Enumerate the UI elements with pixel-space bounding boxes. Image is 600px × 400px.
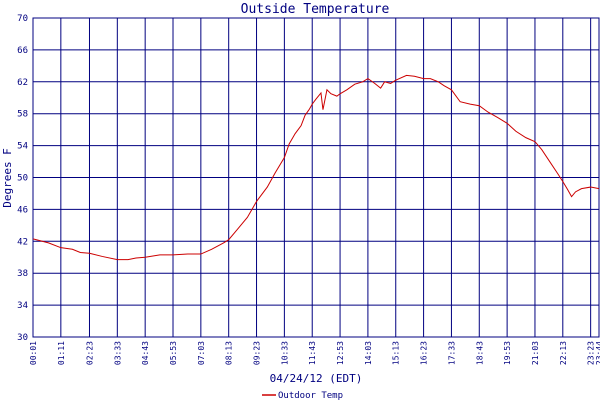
x-tick-label: 17:33 xyxy=(447,341,456,365)
y-axis-label: Degrees F xyxy=(1,148,14,208)
y-tick-label: 30 xyxy=(17,333,28,343)
y-tick-label: 38 xyxy=(17,269,28,279)
x-tick-label: 12:53 xyxy=(336,341,345,365)
y-tick-label: 34 xyxy=(17,301,28,311)
x-tick-label: 02:23 xyxy=(85,341,94,365)
chart-title: Outside Temperature xyxy=(241,2,390,17)
x-tick-label: 14:03 xyxy=(364,341,373,365)
x-tick-label: 21:03 xyxy=(531,341,540,365)
y-tick-label: 58 xyxy=(17,110,28,120)
x-tick-label: 22:13 xyxy=(559,341,568,365)
legend-label: Outdoor Temp xyxy=(278,391,343,400)
series-line-outdoor-temp xyxy=(32,74,600,261)
x-tick-label: 04:43 xyxy=(141,341,150,365)
x-tick-label: 03:33 xyxy=(113,341,122,365)
x-tick-label: 10:33 xyxy=(280,341,289,365)
y-tick-label: 46 xyxy=(17,205,28,215)
y-tick-label: 50 xyxy=(17,174,28,184)
x-tick-label: 00:01 xyxy=(29,341,38,365)
legend: Outdoor Temp xyxy=(262,391,343,400)
plot-frame xyxy=(32,17,600,338)
y-tick-labels: 30 34 38 42 46 50 54 58 62 66 70 xyxy=(17,14,28,343)
grid-lines xyxy=(32,17,600,338)
x-tick-label: 08:13 xyxy=(225,341,234,365)
x-tick-label: 07:03 xyxy=(197,341,206,365)
x-tick-label: 09:23 xyxy=(253,341,262,365)
x-tick-label: 23:44 xyxy=(595,341,600,365)
x-tick-label: 19:53 xyxy=(503,341,512,365)
x-tick-label: 05:53 xyxy=(169,341,178,365)
x-tick-label: 01:11 xyxy=(57,341,66,365)
y-tick-label: 42 xyxy=(17,237,28,247)
x-tick-label: 15:13 xyxy=(392,341,401,365)
x-tick-labels: 00:01 01:11 02:23 03:33 04:43 05:53 07:03 08:13… xyxy=(29,341,600,365)
x-tick-label: 23:23 xyxy=(587,341,596,365)
y-tick-label: 54 xyxy=(17,142,28,152)
x-tick-label: 18:43 xyxy=(475,341,484,365)
x-axis-label: 04/24/12 (EDT) xyxy=(270,372,363,385)
x-tick-label: 16:23 xyxy=(420,341,429,365)
y-tick-label: 70 xyxy=(17,14,28,24)
x-tick-label: 11:43 xyxy=(308,341,317,365)
y-tick-label: 62 xyxy=(17,78,28,88)
y-tick-label: 66 xyxy=(17,46,28,56)
